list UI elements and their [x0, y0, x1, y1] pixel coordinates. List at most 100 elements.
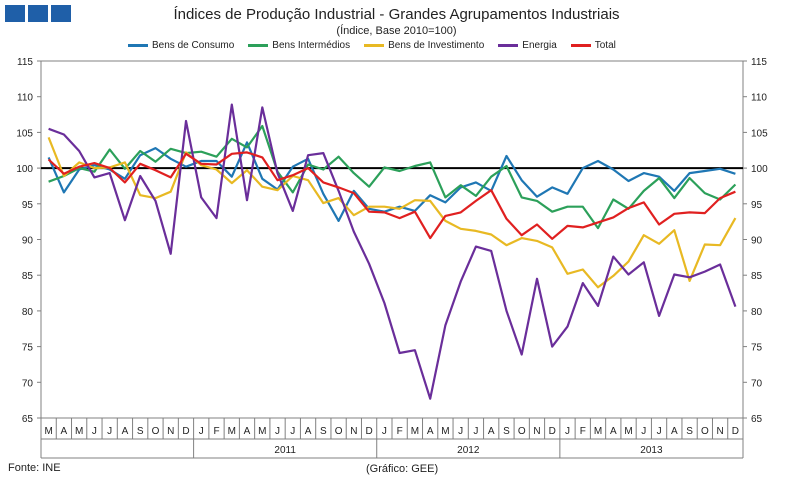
x-tick-label: S [320, 426, 327, 437]
y-tick-label-right: 85 [751, 271, 763, 282]
x-tick-label: J [473, 426, 478, 437]
y-tick-label-left: 65 [22, 414, 34, 425]
y-tick-label-left: 95 [22, 200, 34, 211]
legend-swatch [128, 44, 148, 47]
x-tick-label: M [44, 426, 52, 437]
source-note: Fonte: INE [8, 462, 61, 474]
legend-swatch [570, 44, 591, 47]
x-tick-label: F [397, 426, 403, 437]
x-tick-label: S [503, 426, 510, 437]
x-tick-label: A [61, 426, 68, 437]
x-tick-label: N [533, 426, 540, 437]
y-tick-label-right: 95 [751, 200, 763, 211]
x-tick-label: J [458, 426, 463, 437]
legend-item: Energia [498, 40, 557, 51]
legend-swatch [364, 44, 385, 47]
legend-swatch [498, 44, 519, 47]
x-tick-label: J [641, 426, 646, 437]
x-tick-label: A [488, 426, 495, 437]
series-line-total [47, 151, 736, 240]
x-tick-label: J [657, 426, 662, 437]
x-tick-label: J [92, 426, 97, 437]
x-tick-label: M [594, 426, 602, 437]
y-tick-label-left: 105 [16, 128, 33, 139]
y-tick-label-left: 75 [22, 343, 34, 354]
year-label: 2012 [457, 445, 480, 456]
legend-item: Bens de Investimento [364, 40, 484, 51]
legend-item: Bens Intermédios [248, 40, 350, 51]
y-tick-label-left: 80 [22, 307, 34, 318]
x-tick-label: N [716, 426, 723, 437]
x-tick-label: O [335, 426, 343, 437]
y-tick-label-left: 70 [22, 378, 34, 389]
y-tick-label-left: 85 [22, 271, 34, 282]
x-tick-label: D [732, 426, 739, 437]
logo-square [28, 5, 48, 22]
x-tick-label: F [213, 426, 219, 437]
x-tick-label: A [122, 426, 129, 437]
series-line-bens-de-investimento [47, 136, 737, 289]
y-tick-label-right: 80 [751, 307, 763, 318]
year-label: 2013 [640, 445, 663, 456]
x-tick-label: J [107, 426, 112, 437]
x-tick-label: A [427, 426, 434, 437]
x-tick-label: D [182, 426, 189, 437]
chart-credit: (Gráfico: GEE) [366, 463, 439, 475]
series-line-bens-intermedios [48, 124, 737, 230]
legend-label: Energia [522, 40, 557, 51]
series-line-energia [48, 103, 737, 400]
x-tick-label: S [686, 426, 693, 437]
y-tick-label-right: 105 [751, 128, 768, 139]
logo-square [5, 5, 25, 22]
x-tick-label: M [624, 426, 632, 437]
x-tick-label: M [411, 426, 419, 437]
x-tick-label: M [75, 426, 83, 437]
gee-logo [5, 5, 71, 22]
x-tick-label: J [290, 426, 295, 437]
x-tick-label: A [671, 426, 678, 437]
legend-item: Total [570, 40, 616, 51]
x-tick-label: J [199, 426, 204, 437]
x-tick-label: O [518, 426, 526, 437]
chart-title: Índices de Produção Industrial - Grandes… [173, 6, 620, 23]
y-tick-label-right: 100 [751, 164, 768, 175]
y-tick-label-right: 90 [751, 236, 763, 247]
x-tick-label: J [275, 426, 280, 437]
x-tick-label: A [244, 426, 251, 437]
legend-item: Bens de Consumo [128, 40, 234, 51]
y-tick-label-right: 65 [751, 414, 763, 425]
x-tick-label: F [580, 426, 586, 437]
y-tick-label-left: 110 [17, 93, 33, 104]
chart-legend: Bens de Consumo Bens Intermédios Bens de I… [128, 40, 630, 51]
x-tick-label: A [305, 426, 312, 437]
legend-swatch [248, 44, 269, 47]
year-label: 2011 [274, 445, 296, 456]
y-tick-label-left: 90 [22, 236, 34, 247]
chart-subtitle: (Índice, Base 2010=100) [336, 25, 457, 37]
legend-label: Total [594, 40, 616, 51]
plot-frame [40, 60, 744, 419]
x-tick-label: D [365, 426, 372, 437]
x-tick-label: A [610, 426, 617, 437]
y-tick-label-left: 115 [17, 57, 33, 68]
x-tick-label: S [137, 426, 144, 437]
x-tick-label: M [441, 426, 449, 437]
legend-label: Bens de Investimento [388, 40, 485, 51]
legend-label: Bens Intermédios [272, 40, 351, 51]
x-tick-label: O [701, 426, 709, 437]
logo-square [51, 5, 71, 22]
x-tick-label: N [167, 426, 174, 437]
x-tick-label: M [258, 426, 266, 437]
y-tick-label-right: 110 [751, 93, 767, 104]
x-tick-label: D [549, 426, 556, 437]
x-tick-label: J [565, 426, 570, 437]
y-tick-label-left: 100 [16, 164, 33, 175]
x-tick-label: O [152, 426, 160, 437]
x-tick-label: N [350, 426, 357, 437]
y-tick-label-right: 115 [751, 57, 767, 68]
x-tick-label: J [382, 426, 387, 437]
y-tick-label-right: 75 [751, 343, 763, 354]
y-tick-label-right: 70 [751, 378, 763, 389]
series-line-bens-de-consumo [47, 141, 736, 222]
